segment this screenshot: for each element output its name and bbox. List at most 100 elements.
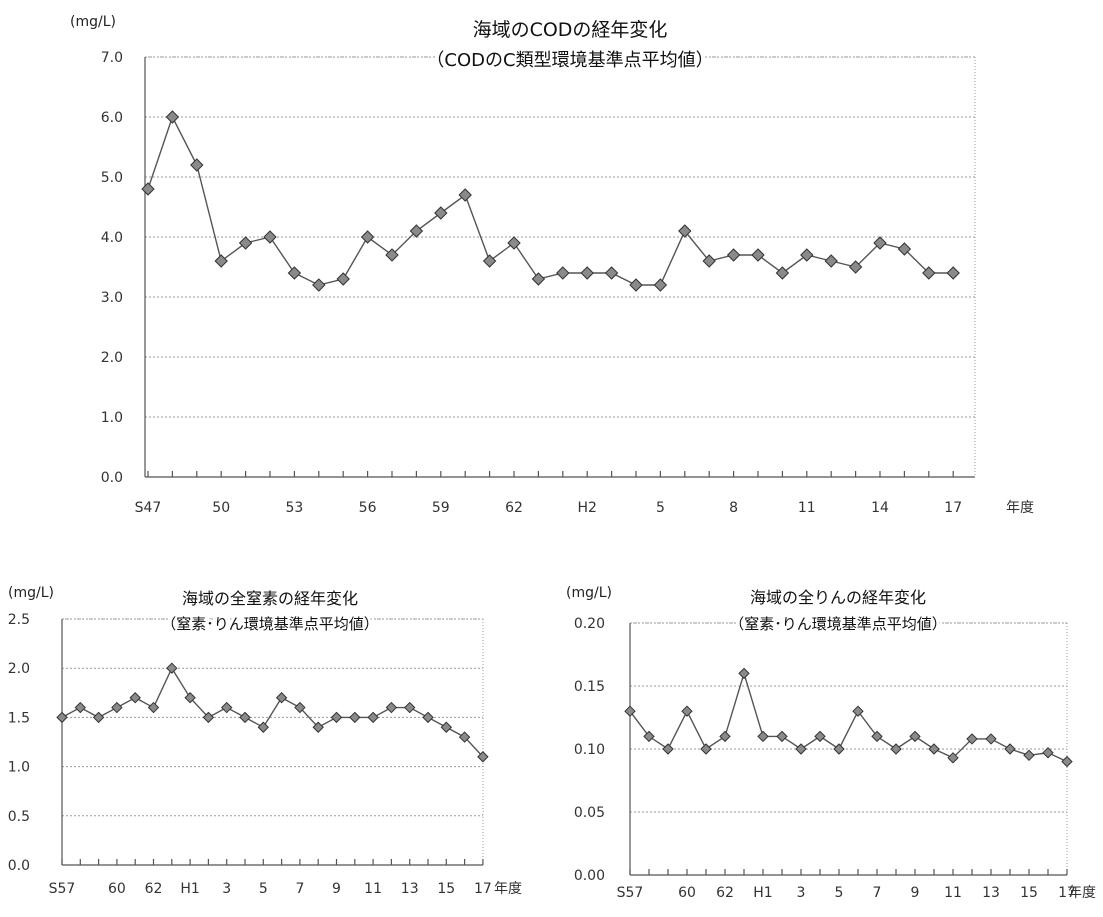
data-point	[330, 711, 343, 724]
data-point	[795, 743, 807, 755]
nitrogen-chart: 0.0 0.5 1.0 1.5 2.0 2.5 S57 60 62 H1 3 5 7 9 11 13 15 17 年…	[8, 585, 522, 897]
data-point	[56, 711, 68, 724]
data-point	[166, 662, 178, 674]
data-point	[580, 266, 594, 280]
data-point	[239, 711, 251, 724]
data-point	[985, 733, 997, 745]
x-tick-label: 11	[364, 881, 382, 897]
data-point	[556, 266, 570, 280]
data-point	[681, 705, 693, 717]
data-point	[294, 701, 306, 714]
data-point	[1061, 755, 1073, 768]
x-axis-label: 年度	[494, 881, 522, 897]
data-point	[275, 692, 288, 704]
data-point	[678, 224, 692, 238]
x-tick-label: 3	[222, 881, 231, 897]
data-point	[1023, 749, 1035, 762]
data-point	[946, 266, 960, 280]
data-point	[814, 730, 826, 743]
data-point	[871, 730, 883, 743]
x-tick-label: 11	[798, 500, 816, 516]
data-point	[662, 743, 674, 755]
data-point	[165, 110, 180, 124]
x-tick-label: 50	[212, 500, 230, 516]
chart-subtitle: （窒素･りん環境基準点平均値）	[729, 615, 947, 633]
y-tick-label: 5.0	[101, 170, 123, 186]
data-point	[757, 730, 769, 743]
y-tick-label: 7.0	[101, 50, 123, 66]
x-tick-label: 5	[835, 885, 844, 901]
x-tick-label: H1	[753, 885, 772, 901]
data-point	[111, 701, 123, 714]
data-point	[643, 730, 655, 743]
data-point	[482, 254, 497, 268]
data-point	[434, 206, 448, 220]
y-tick-label: 3.0	[101, 290, 123, 306]
data-point	[897, 242, 912, 256]
data-point	[477, 751, 489, 763]
data-point	[349, 711, 361, 724]
cod-chart: 0.0 1.0 2.0 3.0 4.0 5.0 6.0 7.0 S47 50 53 56 59 62 H2 5…	[70, 14, 1034, 516]
chart-title: 海域のCODの経年変化	[473, 19, 668, 41]
y-tick-label: 6.0	[101, 110, 123, 126]
x-tick-label: 3	[797, 885, 806, 901]
x-tick-label: 62	[716, 885, 734, 901]
data-point	[800, 248, 814, 262]
data-point	[726, 248, 741, 262]
data-point	[263, 230, 277, 244]
data-point	[775, 266, 790, 280]
data-point	[848, 260, 863, 274]
data-point	[409, 224, 424, 238]
y-tick-label: 1.0	[8, 760, 30, 776]
data-point	[367, 711, 379, 724]
data-point	[629, 278, 643, 292]
data-point	[141, 182, 155, 196]
data-point	[440, 721, 453, 733]
data-point	[1042, 747, 1054, 759]
data-point	[287, 266, 302, 280]
x-tick-label: 59	[432, 500, 450, 516]
data-point	[257, 721, 270, 733]
x-tick-label: 17	[474, 881, 492, 897]
data-point	[507, 236, 521, 250]
x-tick-label: 5	[259, 881, 268, 897]
data-point	[74, 701, 87, 714]
x-tick-label: 17	[1058, 885, 1076, 901]
data-point	[751, 248, 765, 262]
x-tick-label: 9	[332, 881, 341, 897]
x-tick-label: 60	[678, 885, 696, 901]
data-point	[604, 266, 619, 280]
y-tick-label: 1.0	[101, 410, 123, 426]
x-tick-label: 53	[285, 500, 303, 516]
y-tick-label: 0.10	[574, 742, 605, 758]
data-point	[928, 743, 940, 755]
data-point	[873, 236, 887, 250]
y-unit-label: (mg/L)	[8, 585, 54, 601]
x-tick-label: 62	[505, 500, 523, 516]
data-point	[653, 278, 668, 292]
data-point	[922, 266, 936, 280]
x-tick-label: S57	[49, 881, 76, 897]
y-tick-label: 0.5	[8, 809, 30, 825]
y-tick-label: 0.15	[574, 679, 605, 695]
data-point	[458, 188, 472, 202]
y-unit-label: (mg/L)	[70, 14, 116, 30]
data-point	[702, 254, 716, 268]
x-tick-label: 5	[656, 500, 665, 516]
data-point	[1004, 743, 1016, 755]
data-point	[202, 711, 215, 724]
data-point	[214, 254, 228, 268]
x-tick-label: 9	[911, 885, 920, 901]
x-axis-label: 年度	[1006, 500, 1034, 516]
chart-subtitle: （CODのC類型環境基準点平均値）	[426, 50, 713, 71]
chart-title: 海域の全窒素の経年変化	[182, 589, 358, 608]
data-point	[738, 667, 750, 680]
x-tick-label: H2	[577, 500, 596, 516]
x-tick-label: 7	[295, 881, 304, 897]
y-tick-label: 2.5	[8, 612, 30, 628]
y-tick-label: 4.0	[101, 230, 123, 246]
data-point	[947, 752, 959, 764]
data-point	[129, 692, 141, 704]
series-line	[147, 115, 954, 286]
